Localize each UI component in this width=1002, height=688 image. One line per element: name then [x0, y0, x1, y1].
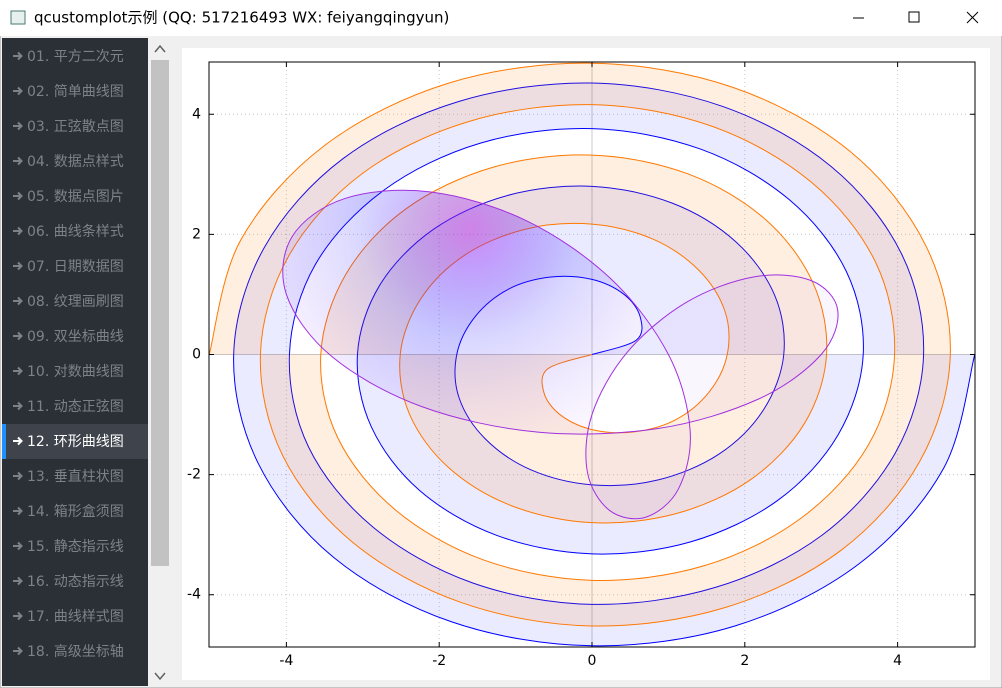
- item-arrow: [13, 296, 23, 306]
- nav-item[interactable]: 04. 数据点样式: [27, 154, 124, 170]
- item-arrow: [13, 86, 23, 96]
- nav-item[interactable]: 12. 环形曲线图: [27, 434, 124, 450]
- nav-item[interactable]: 06. 曲线条样式: [27, 223, 124, 240]
- nav-item[interactable]: 11. 动态正弦图: [27, 399, 124, 415]
- nav-item[interactable]: 01. 平方二次元: [27, 49, 124, 65]
- close-button[interactable]: [966, 11, 979, 24]
- item-arrow: [13, 611, 23, 621]
- item-arrow: [13, 261, 23, 271]
- nav-item[interactable]: 03. 正弦散点图: [27, 119, 124, 135]
- item-arrow: [13, 506, 23, 516]
- item-arrow: [13, 51, 23, 61]
- item-arrow: [13, 191, 23, 201]
- sidebar: [2, 38, 148, 686]
- scroll-down[interactable]: [154, 672, 166, 681]
- selected-indicator: [2, 424, 6, 459]
- item-arrow: [13, 576, 23, 586]
- nav-item[interactable]: 17. 曲线样式图: [27, 609, 124, 625]
- item-arrow: [13, 156, 23, 166]
- nav-item[interactable]: 08. 纹理画刷图: [27, 294, 124, 310]
- curves: [209, 62, 975, 647]
- item-arrow: [13, 121, 23, 131]
- x-tick-label: 4: [893, 653, 902, 669]
- window-title: qcustomplot示例 (QQ: 517216493 WX: feiyang…: [34, 9, 449, 27]
- item-arrow: [13, 646, 23, 656]
- y-tick-label: -4: [187, 587, 201, 603]
- nav-item[interactable]: 09. 双坐标曲线: [27, 329, 124, 345]
- item-arrow: [13, 401, 23, 411]
- nav-item[interactable]: 15. 静态指示线: [27, 539, 124, 555]
- nav-item[interactable]: 14. 箱形盒须图: [27, 503, 124, 520]
- nav-item[interactable]: 02. 简单曲线图: [27, 83, 124, 100]
- item-arrow: [13, 331, 23, 341]
- x-tick-label: 0: [588, 653, 597, 669]
- nav-item[interactable]: 10. 对数曲线图: [27, 364, 124, 380]
- scroll-up[interactable]: [154, 44, 166, 53]
- nav-item[interactable]: 18. 高级坐标轴: [27, 643, 124, 660]
- item-arrow: [13, 541, 23, 551]
- app-icon: [10, 10, 26, 25]
- item-arrow: [13, 226, 23, 236]
- item-arrow: [13, 436, 23, 446]
- x-tick-label: -4: [279, 653, 293, 669]
- item-arrow: [13, 366, 23, 376]
- nav-item[interactable]: 16. 动态指示线: [27, 574, 124, 590]
- selected-item-bg: [2, 424, 148, 459]
- x-tick-label: -2: [432, 653, 446, 669]
- y-tick-label: -2: [187, 467, 201, 483]
- scrollbar-thumb[interactable]: [151, 60, 169, 566]
- curve-fill: [282, 190, 839, 519]
- y-tick-label: 0: [192, 347, 201, 363]
- nav-item[interactable]: 07. 日期数据图: [27, 259, 124, 275]
- title-bar: [0, 0, 1002, 36]
- maximize-button[interactable]: [908, 11, 920, 23]
- curve-line: [282, 189, 839, 520]
- item-arrow: [13, 471, 23, 481]
- nav-item[interactable]: 13. 垂直柱状图: [27, 468, 124, 485]
- x-tick-label: 2: [740, 653, 749, 669]
- nav-item[interactable]: 05. 数据点图片: [27, 189, 124, 205]
- y-tick-label: 2: [192, 226, 201, 242]
- y-tick-label: 4: [192, 106, 201, 122]
